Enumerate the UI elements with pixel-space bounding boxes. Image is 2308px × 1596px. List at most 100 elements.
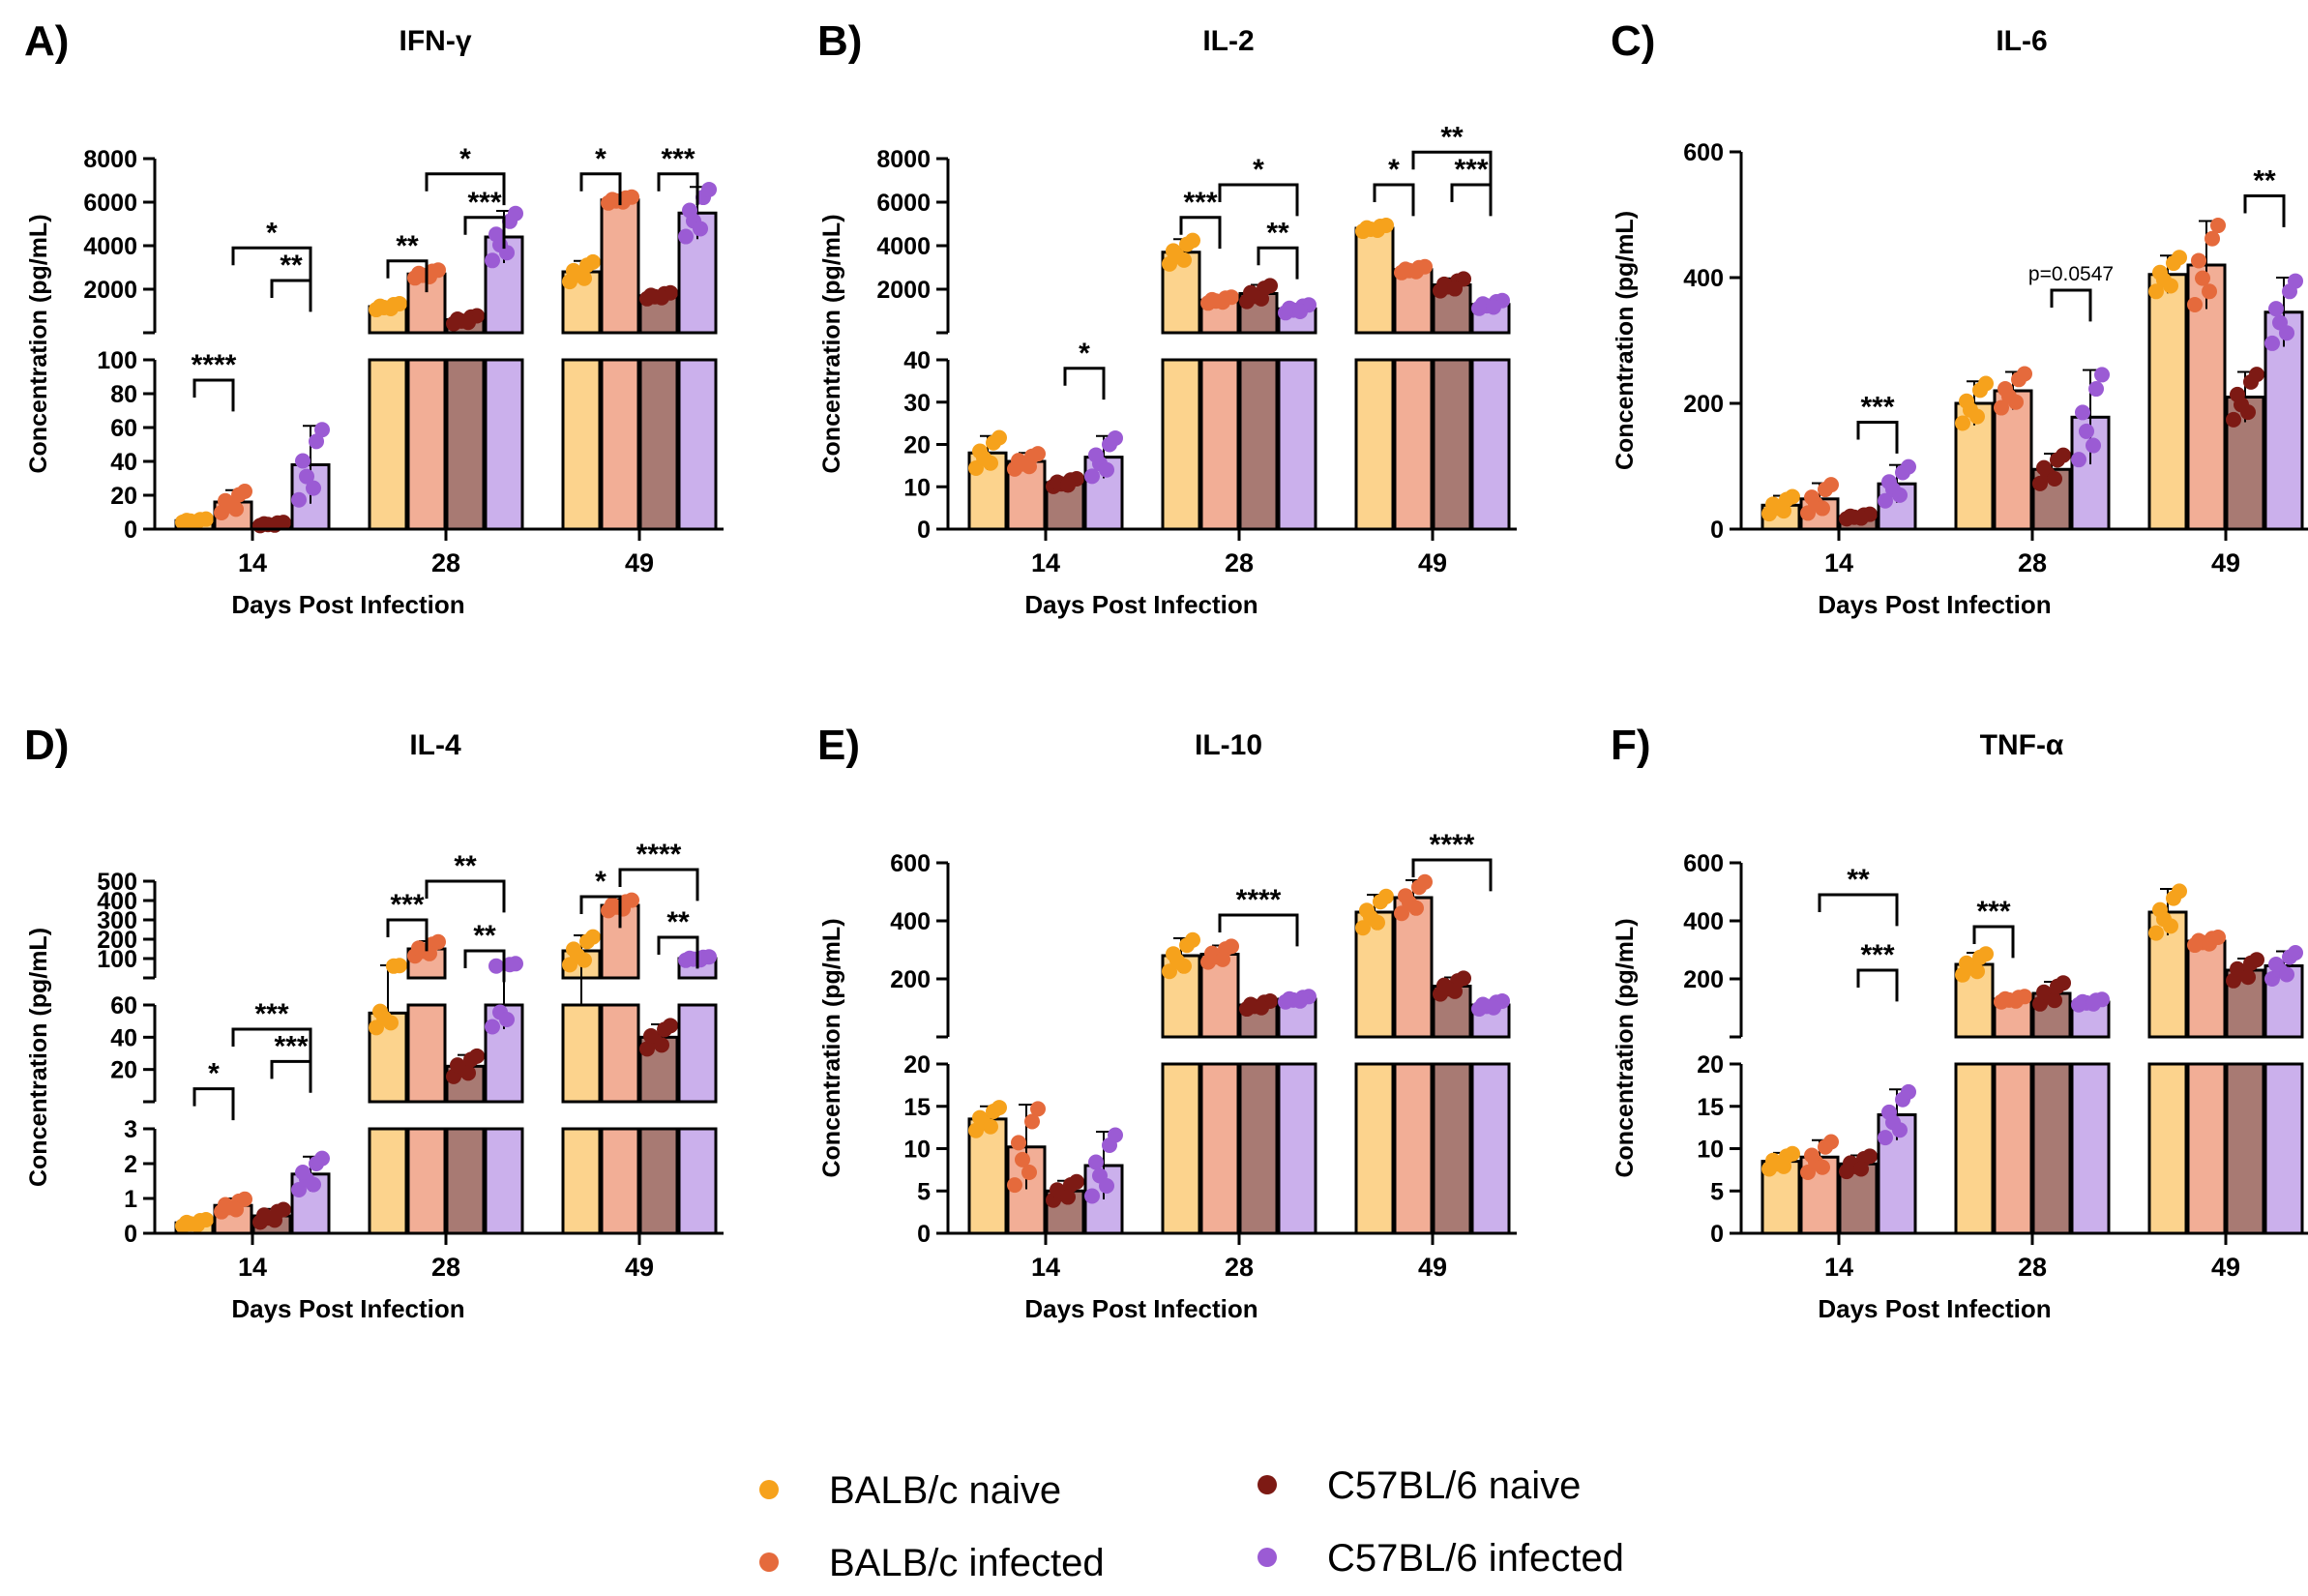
y-tick-label: 30 bbox=[903, 390, 931, 417]
data-point bbox=[1099, 461, 1114, 478]
significance-label: ** bbox=[396, 230, 419, 262]
data-point bbox=[585, 929, 601, 945]
data-point bbox=[488, 226, 504, 243]
bar bbox=[1393, 1062, 1434, 1235]
significance-bracket bbox=[1179, 216, 1222, 250]
data-point bbox=[1408, 263, 1424, 280]
data-point bbox=[1007, 1177, 1022, 1194]
significance-bracket bbox=[579, 172, 622, 206]
x-tick-label: 14 bbox=[238, 1253, 267, 1282]
y-tick-label: 15 bbox=[1697, 1094, 1724, 1121]
significance-bracket bbox=[1856, 968, 1899, 1002]
x-tick-label: 14 bbox=[1031, 548, 1060, 577]
significance-bracket bbox=[231, 1027, 312, 1061]
y-tick-label: 2 bbox=[124, 1151, 137, 1178]
bar bbox=[1470, 1062, 1511, 1235]
y-tick-label: 400 bbox=[1683, 265, 1724, 292]
y-tick-label: 10 bbox=[1697, 1137, 1724, 1164]
y-tick-label: 4000 bbox=[83, 233, 137, 260]
data-point bbox=[2202, 935, 2217, 952]
data-point bbox=[2230, 386, 2245, 402]
panel-1: A) IFN-γ 0 20 40 60 80 100 2000 4000 6000 8000 14 28 4… bbox=[24, 17, 724, 619]
data-point bbox=[314, 422, 330, 438]
data-point bbox=[422, 945, 437, 961]
data-point bbox=[1084, 468, 1100, 485]
legend-label: C57BL/6 infected bbox=[1327, 1537, 1624, 1580]
data-point bbox=[1853, 510, 1869, 526]
data-point bbox=[314, 1150, 330, 1167]
data-point bbox=[1176, 958, 1192, 974]
bar bbox=[2147, 273, 2188, 531]
bar bbox=[1354, 358, 1395, 531]
significance-label: **** bbox=[192, 349, 237, 381]
data-point bbox=[1776, 1158, 1791, 1174]
data-point bbox=[2172, 883, 2187, 900]
data-point bbox=[2202, 283, 2217, 300]
y-tick-label: 40 bbox=[110, 449, 137, 476]
data-point bbox=[2264, 335, 2280, 351]
bar bbox=[2186, 939, 2227, 1039]
legend-label: C57BL/6 naive bbox=[1327, 1464, 1581, 1507]
data-point bbox=[237, 1191, 252, 1207]
panel-label: F) bbox=[1611, 722, 1651, 769]
bar bbox=[638, 358, 679, 531]
data-point bbox=[1262, 278, 1278, 294]
bar bbox=[600, 358, 640, 531]
bar bbox=[1277, 1062, 1317, 1235]
data-point bbox=[190, 514, 205, 530]
data-point bbox=[2249, 367, 2264, 383]
bar bbox=[638, 1127, 679, 1235]
data-point bbox=[615, 901, 631, 917]
data-point bbox=[295, 1165, 311, 1180]
data-point bbox=[1878, 1130, 1893, 1146]
x-tick-label: 14 bbox=[1824, 548, 1853, 577]
data-point bbox=[2008, 992, 2024, 1009]
data-point bbox=[1215, 951, 1230, 967]
y-tick-label: 10 bbox=[903, 1137, 931, 1164]
data-point bbox=[693, 221, 708, 237]
bar bbox=[1432, 1062, 1472, 1235]
data-point bbox=[383, 301, 399, 317]
bar bbox=[1993, 1062, 2033, 1235]
bar bbox=[406, 1127, 447, 1235]
data-point bbox=[1292, 303, 1308, 319]
significance-label: * bbox=[595, 143, 607, 175]
significance-bracket bbox=[270, 1059, 312, 1093]
x-axis-label: Days Post Infection bbox=[1818, 1294, 2051, 1323]
data-point bbox=[643, 1028, 659, 1044]
bar bbox=[1277, 358, 1317, 531]
y-tick-label: 400 bbox=[1683, 908, 1724, 935]
x-tick-label: 49 bbox=[625, 548, 654, 577]
y-axis-label: Concentration (pg/mL) bbox=[818, 214, 845, 473]
data-point bbox=[1060, 477, 1076, 493]
significance-bracket bbox=[579, 895, 622, 929]
bar bbox=[484, 358, 524, 531]
data-point bbox=[2056, 975, 2071, 991]
x-tick-label: 14 bbox=[1031, 1253, 1060, 1282]
data-point bbox=[460, 314, 476, 331]
bar bbox=[677, 1003, 718, 1104]
data-point bbox=[2071, 452, 2086, 468]
data-point bbox=[1292, 992, 1308, 1009]
panel-label: B) bbox=[817, 17, 862, 65]
data-point bbox=[663, 1018, 678, 1034]
bar bbox=[2147, 1062, 2188, 1235]
data-point bbox=[1815, 1159, 1830, 1175]
bar bbox=[600, 198, 640, 335]
data-point bbox=[2210, 218, 2226, 234]
bar bbox=[1470, 358, 1511, 531]
y-tick-label: 4000 bbox=[876, 233, 931, 260]
y-tick-label: 2000 bbox=[876, 277, 931, 304]
significance-bracket bbox=[425, 172, 506, 206]
bar bbox=[1993, 997, 2033, 1039]
y-tick-label: 6000 bbox=[876, 190, 931, 217]
data-point bbox=[1015, 1151, 1030, 1167]
bar bbox=[406, 358, 447, 531]
panel-title: TNF-α bbox=[1980, 729, 2064, 761]
y-tick-label: 1 bbox=[124, 1186, 137, 1213]
y-tick-label: 80 bbox=[110, 381, 137, 408]
bar bbox=[600, 1003, 640, 1104]
significance-bracket bbox=[192, 378, 235, 412]
data-point bbox=[2047, 992, 2062, 1009]
legend-marker bbox=[1258, 1548, 1277, 1567]
